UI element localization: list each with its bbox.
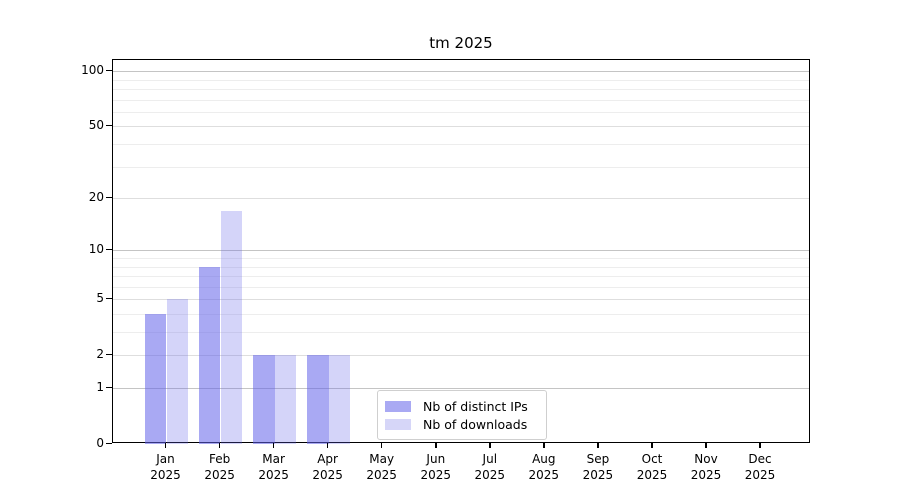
- legend-item-downloads: Nb of downloads: [385, 415, 540, 433]
- xtick-mark-oct: [651, 443, 653, 448]
- ytick-mark-2: [106, 353, 112, 356]
- ytick-label-2: 2: [96, 347, 104, 362]
- xtick-label-nov: Nov 2025: [690, 452, 722, 482]
- ytick-mark-100: [106, 69, 112, 72]
- xtick-label-jan: Jan 2025: [150, 452, 181, 482]
- xtick-mark-aug: [543, 443, 545, 448]
- xtick-mark-mar: [272, 443, 275, 448]
- gridline-minor-6: [113, 286, 809, 288]
- ytick-mark-20: [106, 196, 112, 199]
- ytick-mark-0: [106, 442, 112, 444]
- legend-label-downloads: Nb of downloads: [423, 416, 528, 432]
- ytick-mark-1: [106, 386, 112, 388]
- ytick-label-10: 10: [88, 242, 104, 257]
- ytick-mark-10: [106, 248, 112, 251]
- gridline-2: [113, 355, 809, 357]
- xtick-label-apr: Apr 2025: [312, 452, 343, 482]
- bar-downloads-jan: [166, 299, 189, 444]
- distinct-ips-swatch-icon: [385, 400, 411, 412]
- gridline-minor-9: [113, 258, 809, 259]
- bar-downloads-apr: [328, 355, 351, 444]
- xtick-label-jul: Jul 2025: [474, 452, 506, 482]
- xtick-label-mar: Mar 2025: [258, 452, 289, 482]
- gridline-minor-8: [113, 266, 809, 268]
- bar-distinct-ips-feb: [198, 266, 221, 444]
- gridline-100: [113, 71, 809, 73]
- ytick-label-20: 20: [88, 190, 104, 205]
- xtick-label-sep: Sep 2025: [582, 452, 614, 482]
- plot-area: [112, 59, 810, 444]
- gridline-5: [113, 299, 809, 301]
- xtick-mark-jul: [489, 443, 491, 448]
- gridline-minor-7: [113, 276, 809, 277]
- gridline-1: [113, 388, 809, 389]
- xtick-mark-jan: [164, 443, 167, 448]
- xtick-mark-sep: [597, 443, 599, 448]
- gridline-50: [113, 126, 809, 128]
- chart-title: tm 2025: [429, 34, 493, 52]
- downloads-swatch-icon: [385, 418, 411, 430]
- gridline-minor-3: [113, 332, 809, 333]
- legend: Nb of distinct IPs Nb of downloads: [377, 390, 547, 440]
- ytick-mark-50: [106, 124, 112, 127]
- bar-downloads-mar: [274, 355, 297, 444]
- xtick-label-oct: Oct 2025: [636, 452, 668, 482]
- gridline-10: [113, 250, 809, 252]
- xtick-label-may: May 2025: [366, 452, 397, 482]
- xtick-label-jun: Jun 2025: [420, 452, 452, 482]
- legend-label-distinct-ips: Nb of distinct IPs: [423, 398, 528, 414]
- ytick-label-5: 5: [96, 291, 104, 306]
- gridline-20: [113, 198, 809, 200]
- bar-distinct-ips-jan: [144, 314, 167, 444]
- ytick-label-1: 1: [96, 380, 104, 394]
- bar-distinct-ips-apr: [307, 355, 329, 444]
- ytick-label-0: 0: [96, 436, 104, 450]
- xtick-mark-nov: [705, 443, 707, 448]
- gridline-minor-70: [113, 99, 809, 101]
- legend-item-distinct-ips: Nb of distinct IPs: [385, 397, 540, 415]
- gridline-minor-80: [113, 89, 809, 90]
- bar-distinct-ips-mar: [253, 355, 275, 444]
- xtick-label-feb: Feb 2025: [204, 452, 235, 482]
- xtick-mark-jun: [435, 443, 437, 448]
- gridline-minor-4: [113, 314, 809, 315]
- ytick-mark-5: [106, 297, 112, 300]
- ytick-label-50: 50: [88, 118, 104, 133]
- ytick-label-100: 100: [81, 63, 104, 78]
- xtick-mark-dec: [759, 443, 761, 448]
- xtick-mark-feb: [218, 443, 221, 448]
- xtick-mark-may: [380, 443, 383, 448]
- xtick-label-aug: Aug 2025: [528, 452, 560, 482]
- xtick-label-dec: Dec 2025: [744, 452, 776, 482]
- gridline-minor-90: [113, 79, 809, 81]
- xtick-mark-apr: [326, 443, 329, 448]
- bar-downloads-feb: [220, 210, 243, 444]
- gridline-minor-30: [113, 166, 809, 168]
- gridline-minor-40: [113, 144, 809, 145]
- gridline-minor-60: [113, 111, 809, 113]
